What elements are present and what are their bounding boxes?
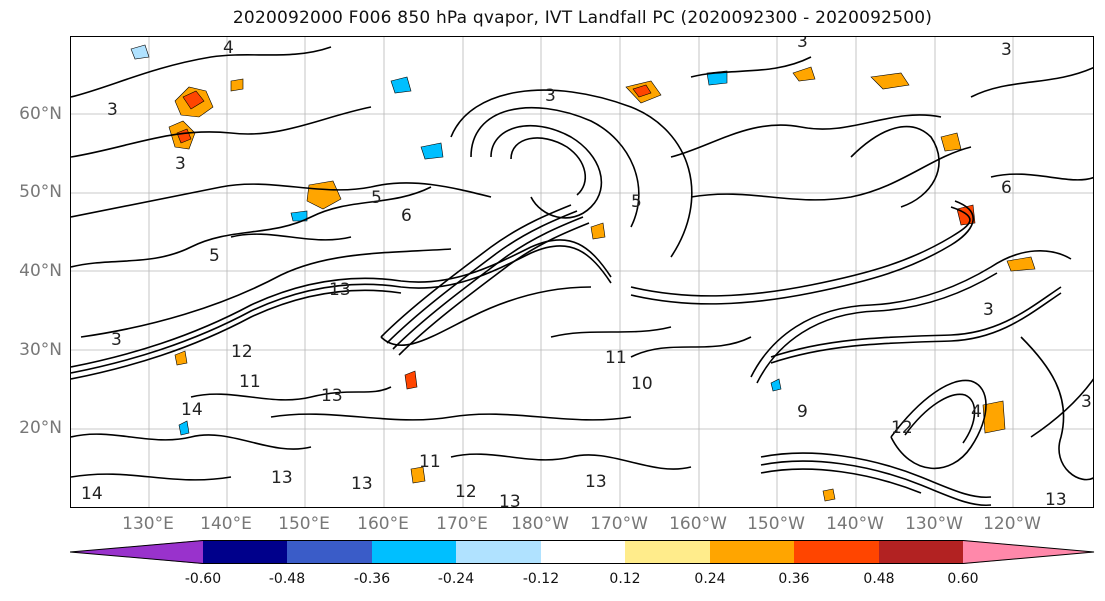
contour-label: 11 (239, 372, 261, 392)
colorbar-tick-label: -0.12 (522, 571, 560, 587)
contour-label: 3 (111, 330, 122, 350)
colorbar (70, 540, 1095, 564)
colorbar-bin (879, 540, 963, 564)
colorbar-tick-label: 0.36 (778, 571, 810, 587)
graticule (71, 37, 1093, 507)
colorbar-bin (372, 540, 456, 564)
lon-label-180w: 180°W (511, 514, 569, 534)
contour-label: 3 (1001, 40, 1012, 60)
contour-label: 12 (891, 418, 913, 438)
map-title: 2020092000 F006 850 hPa qvapor, IVT Land… (232, 8, 933, 28)
contour-label: 12 (455, 482, 477, 502)
lon-label-150e: 150°E (278, 514, 330, 534)
contour-label: 13 (271, 468, 293, 488)
contour-label: 13 (499, 492, 521, 508)
contour-label: 4 (971, 402, 982, 422)
contour-label: 9 (797, 402, 808, 422)
lat-label-60n: 60°N (19, 104, 62, 124)
contour-label: 3 (107, 100, 118, 120)
contour-label: 3 (983, 300, 994, 320)
contour-label: 5 (631, 192, 642, 212)
colorbar-tick-label: 0.24 (694, 571, 726, 587)
colorbar-bin (203, 540, 287, 564)
lon-label-160e: 160°E (357, 514, 409, 534)
colorbar-outline (70, 540, 1095, 564)
lat-label-30n: 30°N (19, 340, 62, 360)
lat-label-20n: 20°N (19, 418, 62, 438)
lon-label-160w: 160°W (669, 514, 727, 534)
contour-label: 6 (401, 206, 412, 226)
colorbar-bin (625, 540, 710, 564)
colorbar-tick-label: -0.24 (437, 571, 475, 587)
lat-label-40n: 40°N (19, 261, 62, 281)
contour-label: 12 (231, 342, 253, 362)
contour-label: 11 (605, 348, 627, 368)
contour-label: 3 (1081, 392, 1092, 412)
colorbar-tick-label: 0.12 (609, 571, 641, 587)
contour-label: 13 (1045, 490, 1067, 508)
contour-lines (71, 46, 1093, 507)
colorbar-bin (794, 540, 879, 564)
contour-label: 3 (175, 154, 186, 174)
contour-label: 13 (329, 280, 351, 300)
contour-label: 13 (321, 386, 343, 406)
colorbar-bin (710, 540, 794, 564)
contour-label: 3 (545, 86, 556, 106)
lat-label-50n: 50°N (19, 182, 62, 202)
colorbar-extend-high (963, 540, 1095, 564)
colorbar-tick-label: 0.48 (863, 571, 895, 587)
lon-label-140e: 140°E (200, 514, 252, 534)
colorbar-tick-label: -0.48 (268, 571, 306, 587)
contour-label: 13 (585, 472, 607, 492)
lon-label-170e: 170°E (436, 514, 488, 534)
map-panel: 4 3 3 3 3 5 6 5 5 13 3 12 11 13 14 14 13… (70, 36, 1094, 508)
contour-label: 10 (631, 374, 653, 394)
contour-label: 5 (371, 188, 382, 208)
contour-label: 4 (223, 38, 234, 58)
lon-label-120w: 120°W (983, 514, 1041, 534)
contour-label: 3 (797, 37, 808, 52)
contour-label: 6 (1001, 178, 1012, 198)
lon-label-130e: 130°E (122, 514, 174, 534)
lon-label-170w: 170°W (590, 514, 648, 534)
contour-label: 13 (351, 474, 373, 494)
shaded-anomaly-patches (130, 44, 1036, 502)
lon-label-150w: 150°W (747, 514, 805, 534)
contour-label: 11 (419, 452, 441, 472)
contour-label: 5 (209, 246, 220, 266)
colorbar-tick-label: -0.36 (353, 571, 391, 587)
contour-label: 14 (81, 484, 103, 504)
colorbar-bin (456, 540, 541, 564)
lon-label-130w: 130°W (905, 514, 963, 534)
colorbar-extend-low (70, 540, 203, 564)
colorbar-tick-label: 0.60 (947, 571, 979, 587)
colorbar-bin (541, 540, 625, 564)
lon-label-140w: 140°W (826, 514, 884, 534)
map-plot: 4 3 3 3 3 5 6 5 5 13 3 12 11 13 14 14 13… (71, 37, 1093, 508)
contour-label: 14 (181, 400, 203, 420)
colorbar-tick-label: -0.60 (184, 571, 222, 587)
colorbar-bin (287, 540, 372, 564)
